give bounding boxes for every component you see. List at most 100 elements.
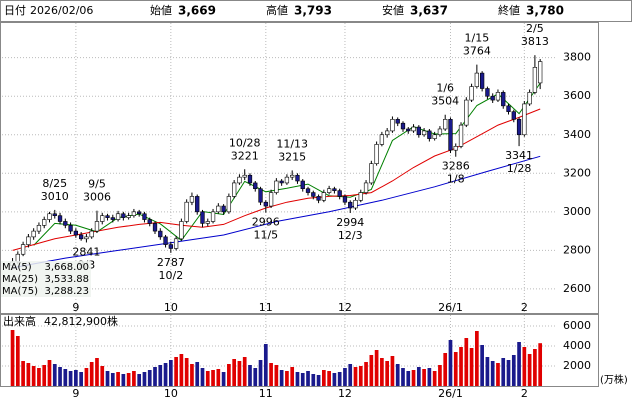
annotation-date: 1/28 bbox=[507, 162, 532, 175]
volume-bar bbox=[438, 365, 442, 386]
annotation-value: 3286 bbox=[442, 160, 470, 173]
legend-box bbox=[1, 273, 91, 285]
volume-bar bbox=[269, 363, 273, 386]
field-label: 始値 bbox=[150, 3, 172, 17]
candle-body bbox=[89, 230, 94, 238]
volume-bar bbox=[132, 371, 136, 386]
volume-bar bbox=[211, 370, 215, 386]
candle-body bbox=[290, 174, 295, 178]
candle-body bbox=[353, 199, 358, 209]
legend-box bbox=[1, 261, 91, 273]
volume-bar bbox=[485, 357, 490, 386]
candle-body bbox=[274, 180, 279, 193]
x-tick-label: 12 bbox=[338, 387, 352, 400]
field-label: 安値 bbox=[382, 3, 404, 17]
volume-bar bbox=[501, 358, 506, 386]
volume-bar bbox=[242, 357, 247, 386]
volume-bar bbox=[480, 345, 484, 386]
candle-body bbox=[443, 119, 448, 130]
x-tick-label: 11 bbox=[259, 387, 273, 400]
y-tick-label: 3800 bbox=[563, 51, 591, 64]
x-tick-label: 9 bbox=[72, 387, 79, 400]
volume-bar bbox=[42, 365, 47, 386]
volume-bar bbox=[258, 360, 263, 386]
volume-bar bbox=[348, 364, 353, 386]
candle-body bbox=[501, 92, 506, 107]
volume-bar bbox=[216, 369, 221, 386]
annotation-date: 10/28 bbox=[229, 136, 261, 149]
y-tick-label: 2800 bbox=[563, 243, 591, 256]
candle-body bbox=[363, 182, 369, 193]
volume-bar bbox=[84, 368, 89, 386]
volume-bar bbox=[63, 369, 68, 386]
candle-body bbox=[263, 201, 268, 207]
volume-bar bbox=[79, 372, 83, 386]
volume-bar bbox=[353, 367, 358, 386]
volume-bar bbox=[369, 355, 374, 386]
ma-line bbox=[12, 155, 541, 269]
candle-body bbox=[131, 211, 137, 216]
x-tick-label: 9 bbox=[72, 301, 79, 314]
volume-bar bbox=[147, 370, 152, 386]
annotation-value: 2994 bbox=[336, 216, 364, 229]
field-value: 3,780 bbox=[526, 4, 564, 18]
candle-body bbox=[137, 211, 142, 215]
volume-bar bbox=[506, 360, 511, 386]
candle-body bbox=[121, 213, 126, 218]
field-label: 高値 bbox=[266, 3, 288, 17]
volume-bar bbox=[10, 330, 15, 386]
candle-body bbox=[506, 105, 511, 112]
candle-body bbox=[152, 223, 158, 232]
annotation-value: 3221 bbox=[231, 149, 259, 162]
annotation-value: 3215 bbox=[278, 150, 306, 163]
x-tick-label: 10 bbox=[164, 387, 178, 400]
volume-bar bbox=[279, 370, 284, 386]
volume-bar bbox=[274, 365, 279, 386]
candle-body bbox=[432, 134, 437, 139]
volume-bar bbox=[168, 360, 173, 386]
field-value: 3,637 bbox=[410, 4, 448, 18]
candle-body bbox=[522, 103, 527, 136]
volume-bar bbox=[522, 347, 527, 386]
candle-body bbox=[84, 236, 89, 240]
volume-bar bbox=[121, 374, 126, 386]
candle-body bbox=[416, 126, 421, 136]
volume-bar bbox=[290, 367, 295, 386]
candle-body bbox=[279, 180, 284, 184]
annotation-date: 2/5 bbox=[526, 22, 544, 35]
volume-bar bbox=[221, 372, 226, 386]
volume-bar bbox=[105, 371, 110, 386]
volume-bar bbox=[459, 347, 463, 386]
volume-bar bbox=[179, 354, 184, 386]
y-tick-label: 3400 bbox=[563, 128, 591, 141]
candle-body bbox=[385, 130, 390, 136]
x-tick-label: 11 bbox=[259, 301, 273, 314]
volume-bar bbox=[311, 374, 316, 386]
volume-bar bbox=[285, 371, 289, 386]
volume-bar bbox=[232, 359, 236, 386]
legend-value: 3,288.23 bbox=[44, 286, 89, 297]
candle-body bbox=[321, 192, 326, 201]
volume-bar bbox=[153, 367, 157, 386]
candle-body bbox=[305, 188, 311, 193]
x-tick-label: 12 bbox=[338, 301, 352, 314]
volume-bar bbox=[448, 340, 453, 386]
annotation-value: 3813 bbox=[521, 35, 549, 48]
volume-bar bbox=[422, 369, 426, 386]
candle-body bbox=[411, 126, 416, 132]
volume-bar bbox=[89, 362, 94, 386]
annotation-value: 3764 bbox=[463, 45, 491, 58]
volume-bar bbox=[406, 371, 411, 386]
candle-body bbox=[94, 221, 100, 232]
volume-bar bbox=[195, 362, 200, 386]
legend-name: MA(75) bbox=[2, 286, 38, 297]
annotation-date: 11/5 bbox=[253, 229, 278, 242]
annotation-date: 10/2 bbox=[158, 269, 183, 282]
candle-body bbox=[458, 124, 464, 147]
candle-body bbox=[57, 215, 63, 222]
annotation-date: 1/8 bbox=[447, 173, 465, 186]
annotation-date: 1/6 bbox=[436, 82, 454, 95]
candle-body bbox=[126, 215, 131, 218]
volume-tick-label: 2000 bbox=[563, 359, 591, 372]
